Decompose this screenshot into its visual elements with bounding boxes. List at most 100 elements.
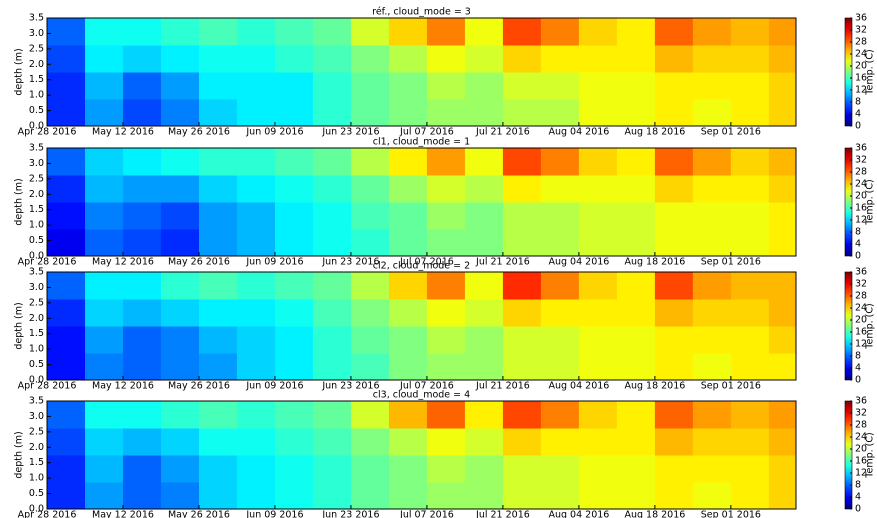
heatmap-cell <box>730 175 770 203</box>
y-tick-label: 1.0 <box>29 473 44 484</box>
heatmap-cell <box>426 353 466 380</box>
y-tick-label: 2.0 <box>29 442 44 453</box>
heatmap-cell <box>616 272 656 300</box>
heatmap-cell <box>388 401 428 429</box>
x-tick-label: Jun 23 2016 <box>321 381 379 392</box>
heatmap-cell <box>122 45 162 73</box>
heatmap-cell <box>730 148 770 176</box>
x-tick-label: Jul 07 2016 <box>399 257 454 268</box>
x-tick-label: Jul 21 2016 <box>475 510 530 518</box>
heatmap-cell <box>768 482 796 509</box>
heatmap-cell <box>768 428 796 456</box>
heatmap-cell <box>692 299 732 327</box>
heatmap-cell <box>274 353 314 380</box>
heatmap-cell <box>578 99 618 126</box>
heatmap-cell <box>464 99 504 126</box>
y-axis-label: depth (m) <box>14 48 25 95</box>
heatmap-cell <box>47 326 86 354</box>
heatmap-cell <box>312 428 352 456</box>
heatmap-cell <box>464 299 504 327</box>
heatmap-cell <box>198 18 238 46</box>
heatmap-cell <box>84 299 124 327</box>
heatmap-cell <box>236 229 276 256</box>
heatmap-cell <box>578 353 618 380</box>
heatmap-cell <box>578 148 618 176</box>
heatmap-cell <box>692 428 732 456</box>
colorbar-tick-label: 4 <box>855 239 861 250</box>
heatmap-cell <box>768 202 796 230</box>
heatmap-cell <box>160 401 200 429</box>
heatmap-cell <box>692 202 732 230</box>
heatmap-cell <box>84 326 124 354</box>
y-tick-label: 1.5 <box>29 74 44 85</box>
heatmap-cell <box>540 99 580 126</box>
x-tick-label: Sep 01 2016 <box>701 381 761 392</box>
heatmap-cell <box>616 175 656 203</box>
heatmap-cell <box>692 148 732 176</box>
y-tick-label: 0.0 <box>29 504 44 515</box>
heatmap-cell <box>160 482 200 509</box>
heatmap-cell <box>426 229 466 256</box>
panel-title: réf., cloud_mode = 3 <box>372 7 471 18</box>
x-tick-label: May 26 2016 <box>168 381 230 392</box>
heatmap-cell <box>768 18 796 46</box>
colorbar-tick-label: 24 <box>855 432 867 443</box>
heatmap-cell <box>426 272 466 300</box>
heatmap-cell <box>312 272 352 300</box>
colorbar <box>844 17 853 127</box>
heatmap-cell <box>426 455 466 483</box>
heatmap-cell <box>730 353 770 380</box>
heatmap-cell <box>730 99 770 126</box>
y-axis-label: depth (m) <box>14 302 25 349</box>
heatmap-cell <box>692 229 732 256</box>
heatmap-cell <box>540 482 580 509</box>
x-tick-label: Apr 28 2016 <box>18 381 77 392</box>
heatmap-cell <box>502 229 542 256</box>
heatmap-cell <box>312 175 352 203</box>
heatmap-cell <box>47 72 86 100</box>
heatmap-cell <box>426 45 466 73</box>
heatmap-cell <box>350 401 390 429</box>
heatmap-cell <box>616 45 656 73</box>
heatmap-cell <box>236 175 276 203</box>
heatmap-cell <box>122 148 162 176</box>
colorbar-tick-label: 12 <box>855 468 867 479</box>
heatmap-cell <box>236 202 276 230</box>
heatmap-cell <box>198 455 238 483</box>
heatmap-cell <box>502 272 542 300</box>
heatmap-cell <box>502 455 542 483</box>
heatmap-cell <box>540 175 580 203</box>
heatmap-cell <box>47 202 86 230</box>
heatmap-cell <box>47 175 86 203</box>
colorbar-tick-label: 36 <box>855 143 867 154</box>
heatmap-cell <box>578 272 618 300</box>
heatmap-cells <box>47 148 796 256</box>
heatmap-cell <box>768 401 796 429</box>
heatmap-cell <box>122 482 162 509</box>
x-tick-label: Jul 21 2016 <box>475 381 530 392</box>
heatmap-cell <box>616 18 656 46</box>
x-tick-label: Sep 01 2016 <box>701 127 761 138</box>
heatmap-cell <box>160 99 200 126</box>
heatmap-cell <box>616 455 656 483</box>
heatmap-cell <box>198 353 238 380</box>
heatmap-cell <box>502 401 542 429</box>
heatmap-cell <box>540 229 580 256</box>
heatmap-cell <box>274 202 314 230</box>
heatmap-cell <box>274 99 314 126</box>
heatmap-cell <box>692 401 732 429</box>
heatmap-cell <box>350 428 390 456</box>
heatmap-cell <box>160 272 200 300</box>
colorbar-tick-label: 28 <box>855 291 867 302</box>
plot-frame <box>46 147 797 257</box>
heatmap-cell <box>654 175 694 203</box>
y-tick-label: 0.0 <box>29 121 44 132</box>
heatmap-cell <box>122 272 162 300</box>
heatmap-cell <box>236 299 276 327</box>
colorbar-tick-label: 0 <box>855 504 861 515</box>
y-tick-label: 3.5 <box>29 267 44 278</box>
x-tick-label: Aug 04 2016 <box>548 127 609 138</box>
heatmap-cell <box>236 326 276 354</box>
heatmap-cell <box>236 148 276 176</box>
heatmap-cell <box>692 353 732 380</box>
